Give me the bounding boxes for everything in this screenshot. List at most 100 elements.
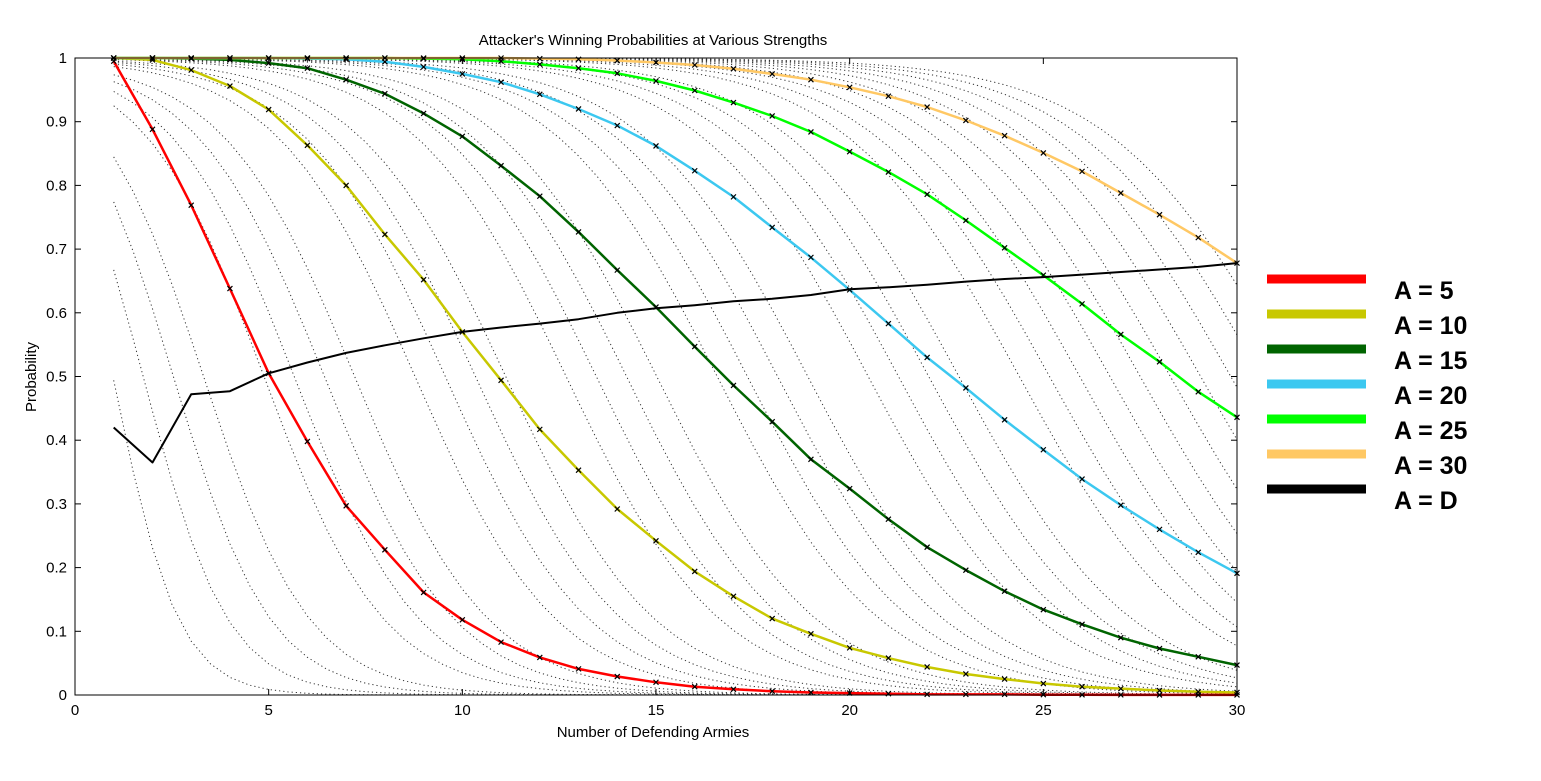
data-point xyxy=(653,304,659,310)
series-line-1 xyxy=(113,56,1238,694)
data-point xyxy=(924,354,931,361)
data-point xyxy=(420,63,427,70)
data-point xyxy=(846,286,853,293)
data-point xyxy=(808,76,814,83)
data-point xyxy=(1156,645,1163,652)
data-point xyxy=(885,655,892,661)
data-point xyxy=(1040,272,1047,279)
data-point xyxy=(808,630,814,637)
background-curve xyxy=(113,57,1238,695)
data-point xyxy=(614,267,621,274)
data-point xyxy=(1079,683,1085,690)
data-point xyxy=(1079,621,1085,628)
data-point xyxy=(227,285,233,292)
data-point xyxy=(808,254,814,261)
data-point xyxy=(536,426,543,433)
data-point xyxy=(536,654,543,661)
data-point xyxy=(846,485,853,492)
data-point xyxy=(769,688,776,695)
data-point xyxy=(691,683,698,690)
legend-label: A = 5 xyxy=(1394,277,1454,305)
data-point xyxy=(1117,331,1124,338)
background-curve xyxy=(113,380,1237,696)
background-curve xyxy=(113,57,1238,534)
background-curve xyxy=(113,201,1237,696)
data-point xyxy=(962,117,969,124)
data-point xyxy=(227,83,233,89)
data-point xyxy=(730,65,737,72)
legend: A = 5 A = 10 A = 15 A = 20 A = 25 A = 30 A = D xyxy=(1267,274,1468,515)
data-point xyxy=(1195,549,1202,556)
x-tick-label: 0 xyxy=(71,702,79,719)
data-point xyxy=(1117,634,1124,641)
background-curve xyxy=(113,58,1237,696)
data-point xyxy=(1079,476,1085,482)
data-point xyxy=(1001,691,1008,698)
data-point xyxy=(459,71,466,77)
series-line-6 xyxy=(113,262,1238,464)
data-point xyxy=(1195,688,1202,695)
data-point xyxy=(1156,211,1163,218)
data-point xyxy=(1001,676,1008,682)
data-point xyxy=(614,122,621,129)
data-point xyxy=(653,679,659,686)
data-point xyxy=(885,93,892,100)
y-tick-label: 0 xyxy=(59,687,67,704)
data-point xyxy=(420,589,427,596)
data-point xyxy=(962,671,969,677)
data-point xyxy=(730,382,737,389)
data-point xyxy=(614,57,621,64)
data-point xyxy=(962,567,969,574)
x-tick-label: 5 xyxy=(264,702,272,719)
data-point xyxy=(808,456,814,463)
data-point xyxy=(769,71,776,77)
data-point xyxy=(614,70,621,77)
x-tick-label: 10 xyxy=(454,702,471,719)
data-point xyxy=(498,79,504,86)
data-point xyxy=(1079,300,1085,307)
data-point xyxy=(962,385,969,391)
data-point xyxy=(188,67,195,74)
data-point xyxy=(691,62,698,68)
data-point xyxy=(1195,388,1202,395)
data-point xyxy=(962,691,969,698)
data-point xyxy=(769,615,776,622)
background-curve xyxy=(113,57,1238,671)
x-tick-label: 30 xyxy=(1229,702,1246,719)
y-tick-label: 0.9 xyxy=(46,114,67,131)
data-point xyxy=(304,142,311,149)
data-point xyxy=(498,377,504,384)
data-point xyxy=(420,276,427,283)
data-point xyxy=(1117,502,1124,509)
legend-label: A = 25 xyxy=(1394,417,1468,445)
background-curve xyxy=(113,57,1238,694)
data-point xyxy=(885,169,892,175)
data-point xyxy=(1040,606,1047,613)
data-point xyxy=(343,182,350,189)
y-tick-label: 0.2 xyxy=(46,560,67,577)
x-axis-label: Number of Defending Armies xyxy=(557,724,750,741)
data-point xyxy=(536,193,543,200)
data-point xyxy=(536,55,543,62)
chart-title: Attacker's Winning Probabilities at Vari… xyxy=(479,32,828,49)
data-point xyxy=(459,133,466,140)
data-point xyxy=(653,78,659,84)
y-tick-label: 0.7 xyxy=(46,241,67,258)
data-point xyxy=(265,106,272,113)
data-point xyxy=(691,343,698,350)
data-point xyxy=(846,84,853,91)
y-axis-label: Probability xyxy=(23,341,40,412)
x-axis: 0 5 10 15 20 25 30 xyxy=(71,58,1246,719)
data-point xyxy=(808,689,814,696)
data-point xyxy=(924,191,931,198)
data-point xyxy=(653,537,659,544)
data-point xyxy=(1156,358,1163,365)
data-point xyxy=(1001,244,1008,251)
x-tick-label: 20 xyxy=(841,702,858,719)
background-curve xyxy=(113,57,1238,679)
data-point xyxy=(769,418,776,425)
data-point xyxy=(1040,446,1047,453)
data-point xyxy=(808,128,814,135)
y-tick-label: 1 xyxy=(59,50,67,67)
data-point xyxy=(459,616,466,623)
